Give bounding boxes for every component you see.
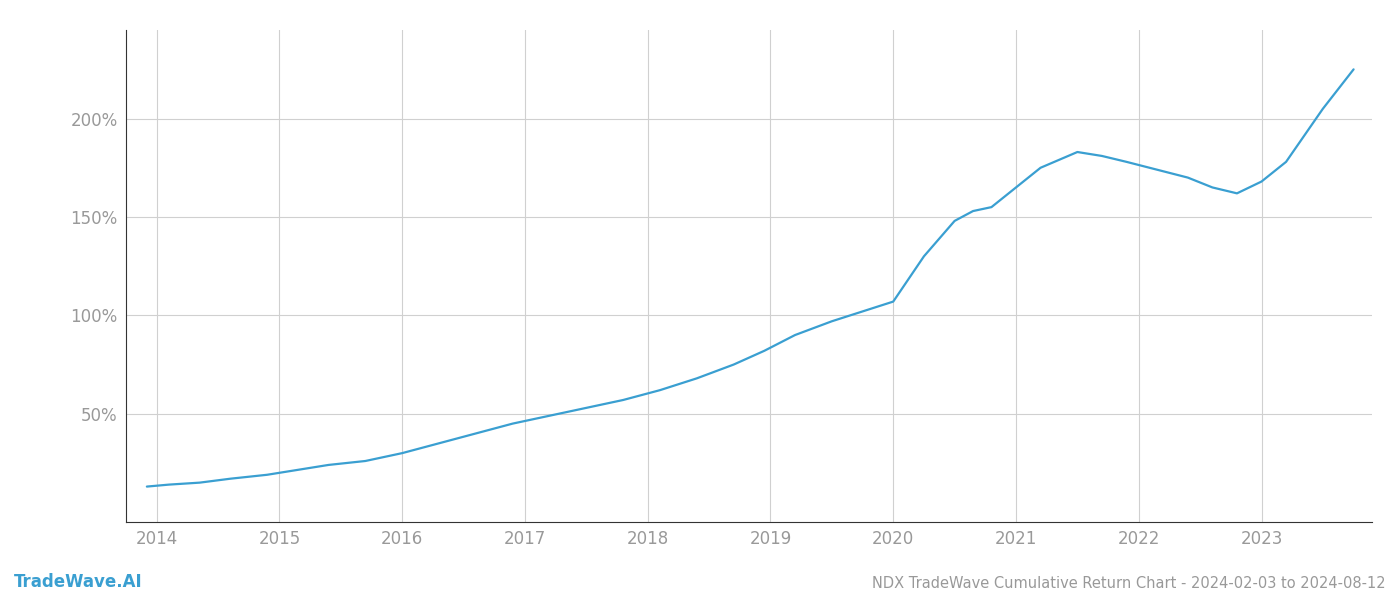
Text: NDX TradeWave Cumulative Return Chart - 2024-02-03 to 2024-08-12: NDX TradeWave Cumulative Return Chart - … [872, 576, 1386, 591]
Text: TradeWave.AI: TradeWave.AI [14, 573, 143, 591]
